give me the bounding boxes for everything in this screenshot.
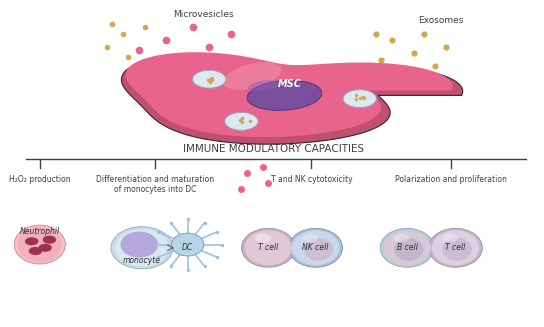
Polygon shape [126,52,453,137]
Ellipse shape [442,238,472,261]
Ellipse shape [29,247,42,255]
Ellipse shape [120,232,158,258]
Ellipse shape [292,230,339,265]
Ellipse shape [43,236,56,244]
Text: T cell: T cell [446,243,466,252]
Ellipse shape [247,80,322,110]
Ellipse shape [245,230,292,265]
Ellipse shape [380,228,434,267]
Ellipse shape [14,225,65,264]
Ellipse shape [18,227,62,262]
Ellipse shape [39,244,52,252]
Ellipse shape [248,80,279,91]
Text: MSC: MSC [278,79,302,89]
Ellipse shape [171,233,204,256]
Text: Polarization and proliferation: Polarization and proliferation [395,175,507,184]
Text: T cell: T cell [258,243,279,252]
Ellipse shape [302,234,318,242]
Text: NK cell: NK cell [302,243,329,252]
Ellipse shape [111,227,173,269]
Text: Differentiation and maturation
of monocytes into DC: Differentiation and maturation of monocy… [96,175,214,194]
Text: DC: DC [182,243,193,252]
Ellipse shape [25,237,39,245]
Ellipse shape [115,229,169,267]
Ellipse shape [394,234,410,242]
Ellipse shape [304,238,333,261]
Ellipse shape [193,70,226,88]
Ellipse shape [394,238,423,261]
Ellipse shape [343,90,376,108]
Ellipse shape [429,228,483,267]
Ellipse shape [289,228,343,267]
Ellipse shape [222,62,282,90]
Text: B cell: B cell [397,243,417,252]
Text: IMMUNE MODULATORY CAPACITIES: IMMUNE MODULATORY CAPACITIES [183,144,364,154]
Ellipse shape [432,230,479,265]
Text: H₂O₂ production: H₂O₂ production [9,175,71,184]
Text: Exosomes: Exosomes [418,16,463,25]
Text: T and NK cytotoxicity: T and NK cytotoxicity [270,175,352,184]
Polygon shape [121,55,463,144]
Ellipse shape [242,228,295,267]
Text: Neutrophil: Neutrophil [20,227,60,236]
Ellipse shape [255,233,271,243]
Ellipse shape [384,230,431,265]
Ellipse shape [171,233,204,256]
Text: monocyte: monocyte [123,256,161,265]
Ellipse shape [225,112,258,130]
Text: Microvesicles: Microvesicles [174,10,234,19]
Ellipse shape [442,234,458,242]
